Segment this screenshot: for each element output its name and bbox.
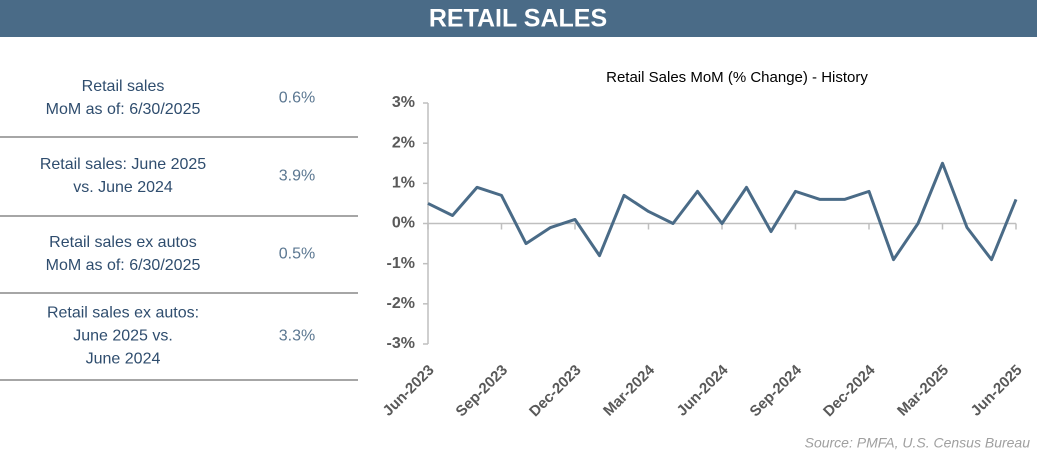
y-tick-label: 3%	[392, 94, 415, 111]
source: Source: PMFA, U.S. Census Bureau	[805, 435, 1031, 451]
x-tick-label: Mar-2025	[894, 362, 952, 420]
header-title: RETAIL SALES	[429, 5, 607, 33]
x-tick-label: Dec-2024	[820, 361, 879, 420]
row-value: 3.9%	[279, 168, 315, 185]
row-value: 0.5%	[279, 246, 315, 263]
y-tick-label: 1%	[392, 175, 415, 192]
y-tick-label: 2%	[392, 134, 415, 151]
x-tick-label: Mar-2024	[600, 361, 658, 419]
y-tick-label: -3%	[387, 335, 415, 352]
row-label: June 2024	[86, 351, 161, 368]
row-label: Retail sales: June 2025	[40, 156, 206, 173]
header-bar	[0, 0, 1037, 37]
row-label: June 2025 vs.	[73, 328, 173, 345]
x-tick-label: Sep-2023	[453, 362, 512, 421]
row-label: MoM as of: 6/30/2025	[46, 101, 201, 118]
y-tick-label: -2%	[387, 295, 415, 312]
row-value: 0.6%	[279, 90, 315, 107]
x-tick-label: Sep-2024	[747, 361, 806, 420]
x-tick-label: Dec-2023	[526, 362, 585, 421]
x-tick-label: Jun-2023	[380, 362, 438, 420]
line-series	[427, 161, 1018, 262]
y-tick-label: -1%	[387, 255, 415, 272]
y-tick-label: 0%	[392, 215, 415, 232]
row-label: Retail sales ex autos:	[47, 305, 199, 322]
x-tick-label: Jun-2025	[968, 362, 1026, 420]
row-value: 3.3%	[279, 328, 315, 345]
chart-title: Retail Sales MoM (% Change) - History	[606, 69, 868, 86]
row-label: Retail sales	[82, 78, 165, 95]
row-label: vs. June 2024	[73, 179, 173, 196]
row-label: MoM as of: 6/30/2025	[46, 257, 201, 274]
row-label: Retail sales ex autos	[49, 234, 197, 251]
x-tick-label: Jun-2024	[674, 361, 732, 419]
